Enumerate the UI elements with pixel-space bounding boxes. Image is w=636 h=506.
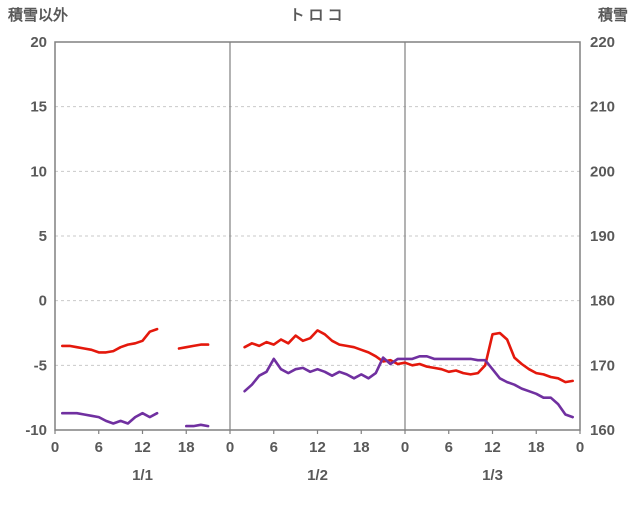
left-axis-tick-label: -10 xyxy=(25,422,47,439)
x-hour-tick-label: 0 xyxy=(401,439,409,456)
left-axis-tick-label: 10 xyxy=(30,163,47,180)
x-hour-tick-label: 0 xyxy=(226,439,234,456)
series-lines xyxy=(60,327,575,428)
x-hour-tick-label: 18 xyxy=(528,439,545,456)
left-axis-tick-label: 15 xyxy=(30,99,47,116)
red-series-line xyxy=(243,329,575,384)
x-hour-tick-label: 6 xyxy=(445,439,453,456)
x-hour-tick-label: 12 xyxy=(484,439,501,456)
right-axis-tick-label: 200 xyxy=(590,163,615,180)
x-hour-tick-label: 12 xyxy=(134,439,151,456)
x-hour-tick-label: 12 xyxy=(309,439,326,456)
x-hour-tick-label: 18 xyxy=(353,439,370,456)
x-hour-tick-label: 6 xyxy=(270,439,278,456)
x-hour-tick-label: 0 xyxy=(51,439,59,456)
x-hour-tick-label: 6 xyxy=(95,439,103,456)
right-axis-tick-label: 160 xyxy=(590,422,615,439)
right-axis-tick-label: 210 xyxy=(590,99,615,116)
right-axis-title: 積雪 xyxy=(597,6,628,24)
right-axis-tick-label: 220 xyxy=(590,34,615,51)
x-date-label: 1/3 xyxy=(482,467,503,484)
right-axis-tick-label: 170 xyxy=(590,357,615,374)
left-axis-tick-label: -5 xyxy=(34,357,47,374)
gridlines xyxy=(55,42,580,430)
purple-series-line xyxy=(243,354,575,419)
left-axis-tick-label: 20 xyxy=(30,34,47,51)
red-series-line xyxy=(177,343,210,350)
left-axis-tick-label: 5 xyxy=(39,228,47,245)
x-date-label: 1/2 xyxy=(307,467,328,484)
left-axis-tick-label: 0 xyxy=(39,293,47,310)
right-axis-tick-label: 180 xyxy=(590,293,615,310)
left-axis-title: 積雪以外 xyxy=(7,6,68,24)
x-hour-tick-label: 18 xyxy=(178,439,195,456)
plot-frame xyxy=(54,41,581,434)
chart-title: トロコ xyxy=(289,7,346,24)
red-series-line xyxy=(60,327,159,354)
axis-tick-labels: 0 6 12 18 0 6 12 18 0 6 12 18 01/1 1/2 1/320151050-5-1… xyxy=(25,34,615,484)
right-axis-tick-label: 190 xyxy=(590,228,615,245)
x-hour-tick-label: 0 xyxy=(576,439,584,456)
x-date-label: 1/1 xyxy=(132,467,153,484)
purple-series-line xyxy=(185,423,210,428)
purple-series-line xyxy=(60,411,159,425)
